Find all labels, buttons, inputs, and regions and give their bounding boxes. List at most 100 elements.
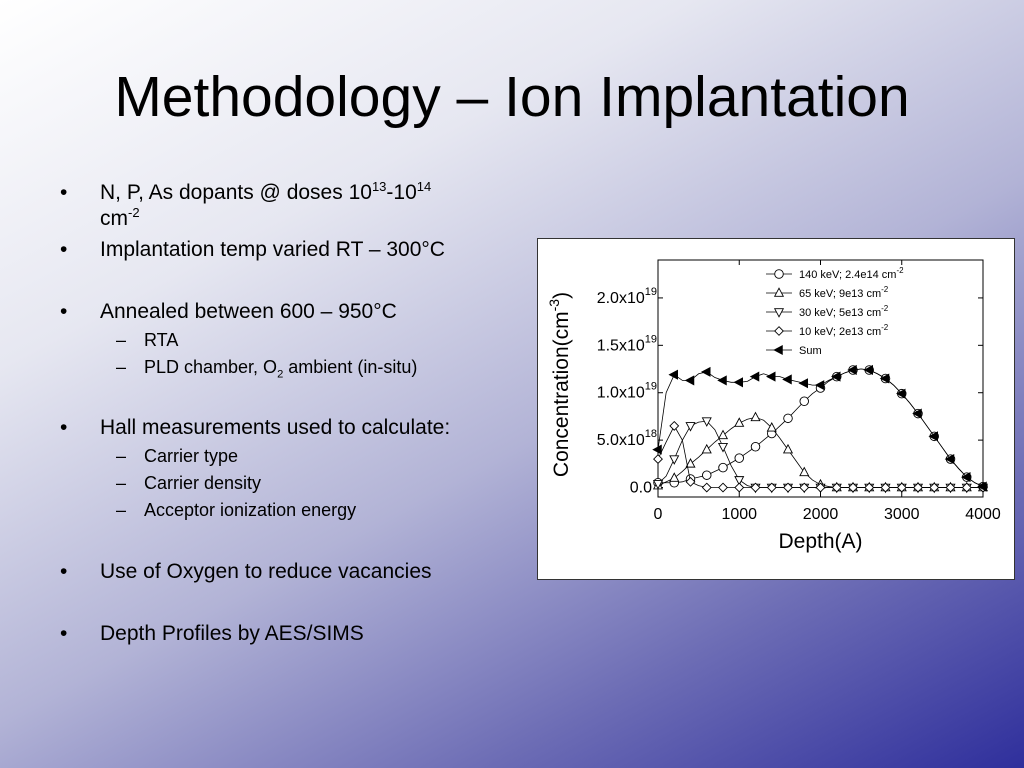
data-point (945, 482, 956, 493)
subbullet-text: Carrier density (144, 473, 262, 493)
data-point (912, 408, 922, 419)
bullet-text: Annealed between 600 – 950°C (100, 300, 397, 323)
data-point (669, 420, 680, 431)
data-point (782, 443, 794, 454)
data-point (652, 479, 664, 490)
legend-entry: 140 keV; 2.4e14 cm-2 (799, 266, 904, 281)
data-point (960, 472, 971, 483)
implant-profile-chart: 0 1000 2000 3000 4000 0.0 5.0x1018 1.0x1019 1.5x… (546, 259, 1001, 553)
data-point (815, 482, 826, 493)
data-point (685, 476, 696, 487)
data-point (700, 366, 711, 377)
legend-entry: 65 keV; 9e13 cm-2 (799, 285, 889, 300)
x-tick-label: 1000 (721, 506, 757, 523)
legend-marker (774, 326, 784, 336)
data-point (765, 371, 776, 382)
subbullet-marker: – (116, 446, 127, 466)
data-point (913, 482, 923, 493)
subbullet-marker: – (116, 330, 127, 350)
data-point (798, 378, 808, 389)
data-point (864, 482, 875, 493)
legend-marker (773, 308, 785, 318)
data-point (895, 388, 906, 399)
data-point (766, 422, 777, 432)
bullet-text: N, P, As dopants @ doses 1013-1014 cm-2 (100, 179, 432, 230)
data-point (701, 470, 712, 480)
data-point (799, 482, 810, 493)
data-point (734, 482, 745, 493)
data-point (928, 431, 938, 442)
data-point (783, 413, 793, 424)
data-point (701, 482, 712, 493)
data-point (653, 454, 663, 465)
data-point (750, 411, 761, 422)
legend-marker (774, 269, 784, 279)
data-point (847, 364, 857, 376)
subbullet-text: PLD chamber, O2 ambient (in-situ) (144, 357, 418, 381)
data-point (848, 482, 858, 493)
x-tick-label: 4000 (965, 506, 1001, 523)
x-tick-label: 0 (654, 506, 663, 523)
data-point (734, 417, 745, 427)
y-axis-label: Concentration(cm-3) (546, 292, 573, 477)
subbullet-marker: – (116, 357, 127, 377)
data-point (717, 375, 727, 386)
data-point (750, 482, 761, 493)
data-point (734, 453, 744, 463)
bullet-text: Hall measurements used to calculate: (100, 416, 451, 439)
x-tick-label: 3000 (884, 506, 920, 523)
data-point (830, 371, 841, 382)
bullet-marker: • (60, 560, 68, 583)
bullet-text: Depth Profiles by AES/SIMS (100, 622, 364, 645)
data-point (717, 429, 729, 440)
subbullet-marker: – (116, 500, 127, 520)
bullet-marker: • (60, 181, 68, 204)
data-point (717, 443, 729, 453)
data-point (766, 482, 777, 493)
data-point (799, 396, 810, 407)
data-point (783, 482, 793, 493)
data-point (669, 472, 680, 482)
data-point (961, 482, 972, 493)
slide-title: Methodology – Ion Implantation (114, 65, 910, 129)
data-point (733, 377, 744, 388)
legend-marker (773, 344, 783, 356)
plot-frame (657, 259, 984, 498)
y-tick-label: 2.0x1019 (597, 286, 657, 307)
subbullet-text: Acceptor ionization energy (144, 500, 357, 520)
data-point (831, 482, 842, 493)
bullet-marker: • (60, 238, 68, 261)
y-tick-label: 1.5x1019 (597, 333, 657, 354)
data-point (799, 466, 810, 477)
x-axis-label: Depth(A) (778, 530, 862, 553)
data-point (977, 481, 987, 492)
bullet-marker: • (60, 416, 68, 439)
data-point (668, 369, 679, 380)
data-point (814, 380, 825, 391)
data-point (896, 482, 907, 493)
data-point (701, 417, 712, 427)
data-point (863, 364, 873, 376)
data-point (718, 462, 728, 473)
bullet-text: Implantation temp varied RT – 300°C (100, 238, 445, 261)
data-point (669, 455, 680, 465)
data-point (685, 458, 696, 468)
data-point (685, 422, 696, 432)
bullet-text: Use of Oxygen to reduce vacancies (100, 560, 432, 583)
data-point (944, 454, 955, 465)
data-point (718, 482, 728, 493)
legend-entry: 10 keV; 2e13 cm-2 (799, 323, 889, 338)
legend-entry: 30 keV; 5e13 cm-2 (799, 304, 889, 319)
subbullet-text: Carrier type (144, 446, 239, 466)
subbullet-text: RTA (144, 330, 179, 350)
data-point (734, 476, 745, 486)
legend-marker (773, 287, 785, 297)
data-point (701, 443, 712, 454)
subbullet-marker: – (116, 473, 127, 493)
data-point (879, 373, 890, 384)
y-tick-label: 1.0x1019 (597, 381, 657, 402)
chart-container: 0 1000 2000 3000 4000 0.0 5.0x1018 1.0x1019 1.5x… (537, 238, 1015, 580)
data-point (750, 442, 761, 452)
data-point (684, 375, 695, 386)
x-tick-label: 2000 (803, 506, 839, 523)
